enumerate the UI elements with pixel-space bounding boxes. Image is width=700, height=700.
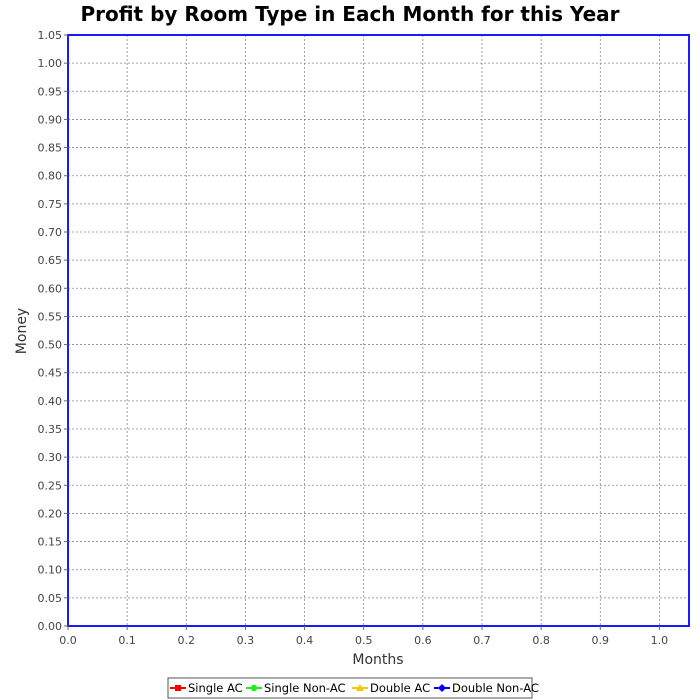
y-tick-label: 0.35 <box>38 423 63 436</box>
x-tick-label: 0.8 <box>532 634 550 647</box>
y-tick-label: 0.90 <box>38 113 63 126</box>
legend-box <box>167 677 533 699</box>
y-axis-ticks: 0.00 0.05 0.10 0.15 0.20 0.25 0.30 0.35 0.40 0.45… <box>38 29 68 633</box>
plot-area <box>68 35 689 626</box>
x-gridlines <box>126 35 660 626</box>
legend-item: Double Non-AC <box>434 681 539 695</box>
y-tick-label: 0.75 <box>38 198 63 211</box>
legend-marker <box>356 684 364 691</box>
x-axis-ticks: 0.0 0.1 0.2 0.3 0.4 0.5 0.6 0.7 0.8 0.9 1.0 <box>59 626 668 647</box>
x-tick-label: 0.0 <box>59 634 77 647</box>
y-tick-label: 0.40 <box>38 395 63 408</box>
y-tick-label: 0.80 <box>38 170 63 183</box>
x-tick-label: 0.3 <box>237 634 255 647</box>
x-tick-label: 0.7 <box>473 634 491 647</box>
y-tick-label: 0.05 <box>38 592 63 605</box>
legend-item: Single AC <box>170 681 243 695</box>
legend-item: Single Non-AC <box>246 681 346 695</box>
y-tick-label: 0.15 <box>38 536 63 549</box>
x-tick-label: 0.4 <box>296 634 314 647</box>
y-tick-label: 0.00 <box>38 620 63 633</box>
y-tick-label: 0.50 <box>38 339 63 352</box>
x-tick-label: 0.1 <box>118 634 136 647</box>
x-tick-label: 0.9 <box>592 634 610 647</box>
legend-label: Double Non-AC <box>452 681 539 695</box>
x-tick-label: 0.2 <box>178 634 196 647</box>
y-tick-label: 0.60 <box>38 282 63 295</box>
legend-item: Double AC <box>352 681 430 695</box>
y-tick-label: 0.20 <box>38 507 63 520</box>
y-tick-label: 0.10 <box>38 564 63 577</box>
y-tick-label: 0.95 <box>38 85 63 98</box>
y-tick-label: 0.65 <box>38 254 63 267</box>
x-axis-label: Months <box>352 652 403 668</box>
y-tick-label: 0.45 <box>38 367 63 380</box>
x-tick-label: 1.0 <box>651 634 669 647</box>
y-tick-label: 0.70 <box>38 226 63 239</box>
chart-title: Profit by Room Type in Each Month for th… <box>80 2 619 26</box>
y-tick-label: 0.55 <box>38 310 63 323</box>
y-tick-label: 1.00 <box>38 57 63 70</box>
legend-label: Single Non-AC <box>264 681 346 695</box>
y-tick-label: 1.05 <box>38 29 63 42</box>
y-tick-label: 0.25 <box>38 479 63 492</box>
legend: Single AC Single Non-AC Double AC Double No… <box>167 677 539 699</box>
y-gridlines <box>68 62 689 599</box>
x-tick-label: 0.6 <box>414 634 432 647</box>
plot-border <box>67 34 690 627</box>
legend-marker <box>250 684 258 692</box>
legend-label: Single AC <box>188 681 243 695</box>
legend-marker <box>438 684 446 692</box>
y-axis-label: Money <box>14 308 30 354</box>
legend-label: Double AC <box>370 681 430 695</box>
y-tick-label: 0.30 <box>38 451 63 464</box>
y-tick-label: 0.85 <box>38 142 63 155</box>
legend-marker <box>175 685 181 691</box>
x-tick-label: 0.5 <box>355 634 373 647</box>
